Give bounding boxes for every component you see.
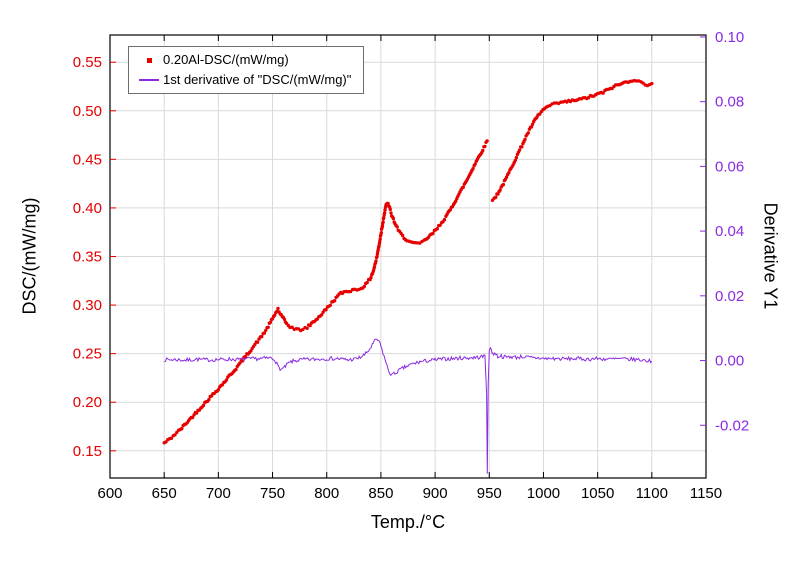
- right-tick-label: 0.02: [715, 288, 744, 305]
- x-tick-label: 1000: [527, 485, 560, 502]
- right-tick-label: 0.00: [715, 353, 744, 370]
- x-tick-label: 600: [97, 485, 122, 502]
- right-tick-label: 0.08: [715, 94, 744, 111]
- right-tick-label: 0.06: [715, 158, 744, 175]
- x-tick-label: 700: [206, 485, 231, 502]
- x-tick-label: 900: [423, 485, 448, 502]
- right-tick-label: -0.02: [715, 417, 749, 434]
- gridlines: [110, 35, 706, 478]
- left-tick-label: 0.45: [73, 151, 102, 168]
- legend-entry-dsc: 0.20Al-DSC/(mW/mg): [135, 52, 351, 68]
- left-tick-label: 0.15: [73, 443, 102, 460]
- left-tick-label: 0.40: [73, 200, 102, 217]
- legend-marker-col: [135, 57, 163, 63]
- x-tick-label: 1100: [636, 485, 668, 502]
- x-tick-label: 800: [314, 485, 339, 502]
- left-axis-title: DSC/(mW/mg): [19, 197, 40, 315]
- legend-marker-col: [135, 79, 163, 81]
- left-tick-label: 0.35: [73, 249, 102, 266]
- left-tick-label: 0.55: [73, 54, 102, 71]
- x-tick-label: 850: [368, 485, 393, 502]
- series-dsc: [162, 78, 654, 445]
- left-tick-label: 0.25: [73, 346, 102, 363]
- x-tick-label: 650: [152, 485, 177, 502]
- x-tick-label: 1150: [690, 485, 722, 502]
- legend: 0.20Al-DSC/(mW/mg) 1st derivative of "DS…: [128, 46, 365, 94]
- left-tick-label: 0.20: [73, 394, 102, 411]
- x-axis-title: Temp./°C: [370, 512, 446, 532]
- right-tick-label: 0.04: [715, 223, 744, 240]
- legend-entry-derivative: 1st derivative of "DSC/(mW/mg)": [135, 72, 351, 88]
- right-axis-title: Derivative Y1: [760, 202, 781, 310]
- right-tick-label: 0.10: [715, 29, 744, 46]
- x-tick-label: 1050: [581, 485, 614, 502]
- legend-marker-dsc-dot-icon: [146, 57, 152, 63]
- left-tick-label: 0.30: [73, 297, 102, 314]
- x-tick-label: 750: [260, 485, 285, 502]
- axis-ticks: 600 650 700 750 800 850 900 950 1000 1050 1100 1150…: [73, 29, 749, 502]
- left-tick-label: 0.50: [73, 103, 102, 120]
- legend-marker-derivative-line-icon: [139, 79, 159, 81]
- series-derivative: [164, 338, 653, 474]
- x-tick-label: 950: [477, 485, 502, 502]
- legend-label-derivative: 1st derivative of "DSC/(mW/mg)": [163, 72, 352, 87]
- legend-label-dsc: 0.20Al-DSC/(mW/mg): [163, 52, 289, 67]
